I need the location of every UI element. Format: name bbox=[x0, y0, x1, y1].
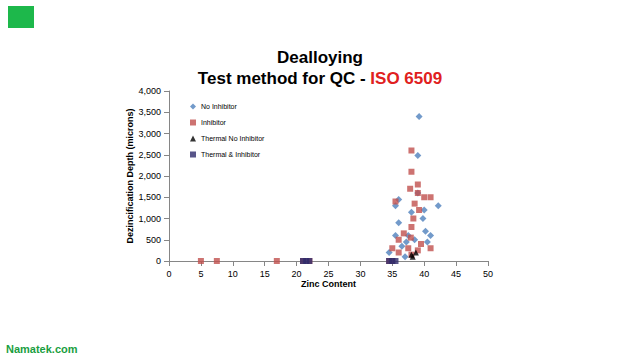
svg-text:1,500: 1,500 bbox=[138, 192, 161, 202]
svg-text:40: 40 bbox=[419, 269, 429, 279]
svg-text:4,000: 4,000 bbox=[138, 86, 161, 96]
svg-text:Namatek.com: Namatek.com bbox=[6, 343, 78, 355]
svg-text:Thermal & Inhibitor: Thermal & Inhibitor bbox=[201, 151, 261, 158]
svg-text:30: 30 bbox=[355, 269, 365, 279]
svg-text:3,000: 3,000 bbox=[138, 129, 161, 139]
svg-text:3,500: 3,500 bbox=[138, 107, 161, 117]
svg-text:35: 35 bbox=[387, 269, 397, 279]
svg-text:Thermal No Inhibitor: Thermal No Inhibitor bbox=[201, 135, 265, 142]
svg-text:15: 15 bbox=[260, 269, 270, 279]
svg-text:45: 45 bbox=[451, 269, 461, 279]
svg-text:2,000: 2,000 bbox=[138, 171, 161, 181]
svg-text:500: 500 bbox=[146, 235, 161, 245]
svg-text:Dezincification Depth (microns: Dezincification Depth (microns) bbox=[125, 108, 135, 243]
svg-text:2,500: 2,500 bbox=[138, 150, 161, 160]
svg-text:Inhibitor: Inhibitor bbox=[201, 119, 227, 126]
svg-text:50: 50 bbox=[483, 269, 493, 279]
svg-text:Dealloying: Dealloying bbox=[277, 48, 363, 67]
svg-text:5: 5 bbox=[198, 269, 203, 279]
svg-text:Zinc Content: Zinc Content bbox=[301, 279, 356, 289]
svg-text:20: 20 bbox=[292, 269, 302, 279]
svg-text:0: 0 bbox=[156, 256, 161, 266]
svg-text:ISO 6509: ISO 6509 bbox=[370, 69, 442, 88]
svg-text:10: 10 bbox=[228, 269, 238, 279]
svg-text:25: 25 bbox=[323, 269, 333, 279]
svg-text:No Inhibitor: No Inhibitor bbox=[201, 103, 237, 110]
svg-text:Test method for QC -: Test method for QC - bbox=[198, 69, 371, 88]
svg-text:1,000: 1,000 bbox=[138, 214, 161, 224]
svg-text:0: 0 bbox=[166, 269, 171, 279]
